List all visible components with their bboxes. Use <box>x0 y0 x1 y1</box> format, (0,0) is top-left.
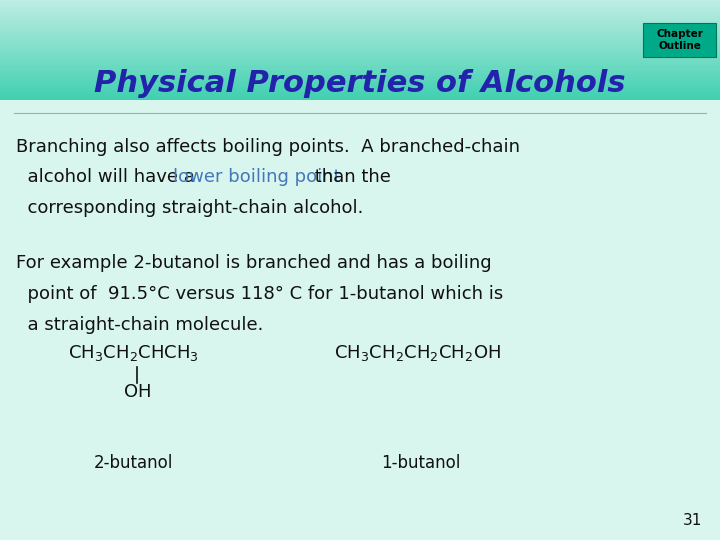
Bar <box>0 31 720 32</box>
Text: $\mathregular{CH_3CH_2CHCH_3}$: $\mathregular{CH_3CH_2CHCH_3}$ <box>68 343 199 363</box>
Bar <box>0 8 720 9</box>
Bar <box>0 51 720 52</box>
Bar <box>0 76 720 77</box>
Text: lower boiling point: lower boiling point <box>173 168 341 186</box>
Bar <box>0 52 720 53</box>
Bar <box>0 32 720 33</box>
Text: alcohol will have a: alcohol will have a <box>16 168 200 186</box>
Bar <box>0 3 720 4</box>
Text: $\mathregular{CH_3CH_2CH_2CH_2OH}$: $\mathregular{CH_3CH_2CH_2CH_2OH}$ <box>334 343 501 363</box>
Bar <box>0 45 720 46</box>
Text: corresponding straight-chain alcohol.: corresponding straight-chain alcohol. <box>16 199 363 217</box>
Bar <box>0 90 720 91</box>
Bar <box>0 1 720 3</box>
Bar <box>0 35 720 36</box>
Bar <box>0 46 720 48</box>
Bar <box>0 73 720 75</box>
Bar <box>0 84 720 85</box>
Bar <box>0 87 720 89</box>
Bar <box>0 39 720 40</box>
Bar <box>0 70 720 71</box>
Bar <box>0 83 720 84</box>
Text: Physical Properties of Alcohols: Physical Properties of Alcohols <box>94 69 626 98</box>
Bar <box>0 64 720 65</box>
Bar <box>0 29 720 30</box>
Text: 1-butanol: 1-butanol <box>382 454 461 471</box>
Bar <box>0 81 720 83</box>
Bar <box>0 0 720 1</box>
Bar <box>0 61 720 63</box>
Bar <box>0 20 720 21</box>
Bar <box>0 25 720 26</box>
Bar <box>0 24 720 25</box>
Text: 2-butanol: 2-butanol <box>94 454 173 471</box>
Bar <box>0 11 720 12</box>
Bar <box>0 14 720 15</box>
Bar <box>0 68 720 69</box>
Bar <box>0 71 720 72</box>
Bar <box>0 44 720 45</box>
Bar <box>0 50 720 51</box>
Bar <box>0 16 720 17</box>
Bar <box>0 63 720 64</box>
Bar <box>0 26 720 28</box>
FancyBboxPatch shape <box>643 23 716 57</box>
Bar <box>0 89 720 90</box>
Bar <box>0 15 720 16</box>
Bar <box>0 12 720 14</box>
Bar <box>0 41 720 43</box>
Bar <box>0 86 720 87</box>
Bar <box>0 95 720 96</box>
Bar <box>0 33 720 35</box>
Text: Branching also affects boiling points.  A branched-chain: Branching also affects boiling points. A… <box>16 138 520 156</box>
Bar <box>0 77 720 79</box>
Text: a straight-chain molecule.: a straight-chain molecule. <box>16 316 264 334</box>
Bar <box>0 53 720 55</box>
Bar <box>0 21 720 23</box>
Bar <box>0 48 720 49</box>
Bar <box>0 10 720 11</box>
Text: Chapter
Outline: Chapter Outline <box>656 29 703 51</box>
Bar <box>0 91 720 92</box>
Bar <box>0 28 720 29</box>
Bar <box>0 93 720 95</box>
Bar <box>0 37 720 39</box>
Bar <box>0 97 720 99</box>
Bar <box>0 55 720 56</box>
Bar <box>0 43 720 44</box>
Bar <box>0 59 720 60</box>
Bar <box>0 96 720 97</box>
Bar <box>0 69 720 70</box>
Bar <box>0 65 720 66</box>
Bar <box>0 23 720 24</box>
Bar <box>0 72 720 73</box>
Bar <box>0 60 720 61</box>
Bar <box>0 79 720 80</box>
Text: 31: 31 <box>683 513 702 528</box>
Bar <box>0 57 720 59</box>
Bar <box>0 5 720 6</box>
Bar <box>0 17 720 19</box>
Bar <box>0 66 720 68</box>
Bar <box>0 4 720 5</box>
Bar <box>0 6 720 8</box>
Bar <box>0 99 720 100</box>
Bar <box>0 9 720 10</box>
Bar <box>0 75 720 76</box>
Bar <box>0 92 720 93</box>
Bar <box>0 30 720 31</box>
Text: For example 2-butanol is branched and has a boiling: For example 2-butanol is branched and ha… <box>16 254 492 272</box>
Text: $\mathregular{OH}$: $\mathregular{OH}$ <box>123 383 150 401</box>
Bar <box>0 36 720 37</box>
Bar <box>0 40 720 41</box>
Bar <box>0 80 720 81</box>
Bar <box>0 19 720 20</box>
Text: than the: than the <box>309 168 391 186</box>
Text: point of  91.5°C versus 118° C for 1-butanol which is: point of 91.5°C versus 118° C for 1-buta… <box>16 285 503 303</box>
Bar <box>0 85 720 86</box>
Bar <box>0 49 720 50</box>
Bar <box>0 56 720 57</box>
